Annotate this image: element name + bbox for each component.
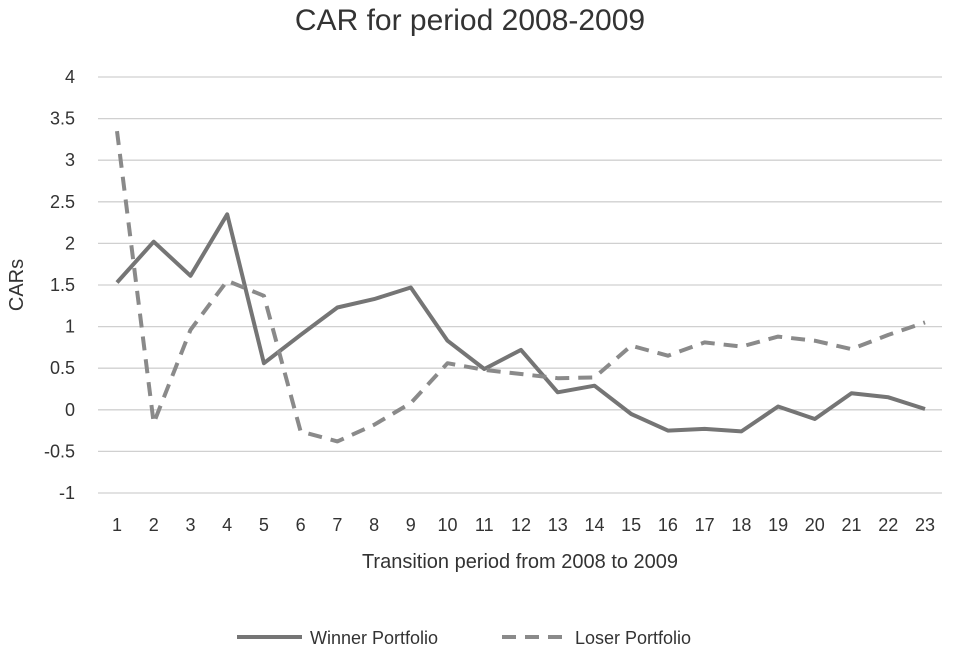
x-tick-label: 11	[475, 515, 494, 535]
x-tick-label: 21	[842, 515, 862, 535]
y-axis-ticks: 4 3.5 3 2.5 2 1.5 1 0.5 0 -0.5 -1	[44, 67, 75, 503]
series-line-winner	[115, 212, 926, 434]
y-tick-label: 3	[65, 150, 75, 170]
x-tick-label: 12	[511, 515, 531, 535]
x-tick-label: 2	[149, 515, 159, 535]
x-tick-label: 4	[222, 515, 232, 535]
y-tick-label: 2	[65, 233, 75, 253]
y-tick-label: 2.5	[50, 192, 75, 212]
chart-title: CAR for period 2008-2009	[295, 4, 645, 37]
x-tick-label: 22	[878, 515, 898, 535]
x-tick-label: 6	[296, 515, 306, 535]
series-group	[115, 130, 926, 444]
series-line-loser	[115, 130, 926, 444]
y-tick-label: -0.5	[44, 441, 75, 461]
legend: Winner Portfolio Loser Portfolio	[237, 628, 691, 648]
x-tick-label: 3	[185, 515, 195, 535]
x-tick-label: 15	[621, 515, 641, 535]
y-tick-label: 4	[65, 67, 75, 87]
legend-label-loser: Loser Portfolio	[575, 628, 691, 648]
y-tick-label: 1.5	[50, 275, 75, 295]
x-tick-label: 18	[731, 515, 751, 535]
x-tick-label: 17	[695, 515, 715, 535]
y-tick-label: 0	[65, 400, 75, 420]
x-tick-label: 8	[369, 515, 379, 535]
x-axis-label: Transition period from 2008 to 2009	[362, 551, 678, 573]
y-tick-label: 1	[65, 317, 75, 337]
x-tick-label: 20	[805, 515, 825, 535]
x-tick-label: 16	[658, 515, 678, 535]
x-tick-label: 19	[768, 515, 788, 535]
legend-label-winner: Winner Portfolio	[310, 628, 438, 648]
y-axis-label: CARs	[6, 259, 28, 311]
x-tick-label: 10	[438, 515, 458, 535]
x-tick-label: 5	[259, 515, 269, 535]
x-tick-label: 9	[406, 515, 416, 535]
x-axis-ticks: 1 2 3 4 5 6 7 8 9 10 11 12 13 14 15 16 17 18 19 20 21 22 23	[112, 515, 935, 535]
y-tick-label: -1	[59, 483, 75, 503]
x-tick-label: 23	[915, 515, 935, 535]
x-tick-label: 14	[584, 515, 604, 535]
x-tick-label: 1	[112, 515, 122, 535]
y-tick-label: 0.5	[50, 358, 75, 378]
y-tick-label: 3.5	[50, 109, 75, 129]
x-tick-label: 7	[332, 515, 342, 535]
x-tick-label: 13	[548, 515, 568, 535]
